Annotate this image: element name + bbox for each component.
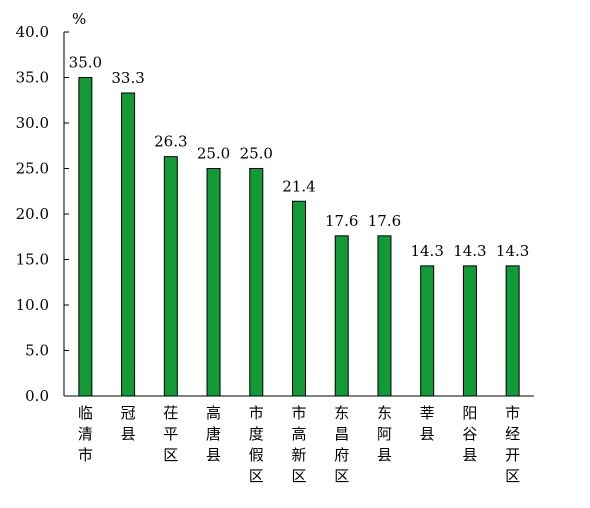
- y-tick-label: 20.0: [16, 205, 49, 223]
- category-label: 市高新区: [291, 404, 306, 485]
- y-axis-ticks: 0.0 5.0 10.0 15.0 20.0 25.0 30.0 35.0 40.0: [16, 23, 69, 405]
- bar: [377, 235, 392, 397]
- data-labels: 35.0 33.3 26.3 25.0 25.0 21.4 17.6 17.6 14.3 14.3…: [69, 54, 530, 260]
- bar: [420, 265, 435, 397]
- data-label: 17.6: [325, 212, 358, 230]
- data-label: 25.0: [240, 145, 273, 163]
- bar: [505, 265, 520, 397]
- category-label: 市度假区: [249, 404, 264, 485]
- bars: [78, 77, 520, 397]
- category-labels: 临清市 冠县 茌平区 高唐县 市度假区 市高新区 东昌府区 东阿县 莘县 阳谷县 市经开区: [78, 404, 520, 485]
- bar: [121, 92, 136, 397]
- bar: [206, 168, 221, 397]
- data-label: 33.3: [111, 69, 144, 87]
- bar: [249, 168, 264, 397]
- category-label: 临清市: [78, 404, 93, 464]
- data-label: 35.0: [69, 54, 102, 72]
- data-label: 14.3: [496, 242, 529, 260]
- bar: [163, 156, 178, 397]
- data-label: 26.3: [154, 133, 187, 151]
- category-label: 茌平区: [163, 404, 178, 464]
- y-tick-label: 0.0: [25, 387, 49, 405]
- y-tick-label: 15.0: [16, 251, 49, 269]
- y-tick-label: 30.0: [16, 114, 49, 132]
- category-label: 阳谷县: [462, 404, 477, 464]
- y-tick-label: 35.0: [16, 69, 49, 87]
- y-tick-label: 25.0: [16, 160, 49, 178]
- data-label: 21.4: [282, 177, 315, 195]
- y-axis-unit: %: [72, 10, 86, 28]
- category-label: 高唐县: [206, 404, 221, 464]
- data-label: 14.3: [410, 242, 443, 260]
- bar: [78, 77, 93, 397]
- bar: [334, 235, 349, 397]
- category-label: 市经开区: [505, 404, 520, 485]
- category-label: 东昌府区: [334, 404, 349, 485]
- bar: [462, 265, 477, 397]
- category-label: 莘县: [420, 404, 435, 443]
- data-label: 25.0: [197, 145, 230, 163]
- category-label: 东阿县: [377, 404, 392, 464]
- category-label: 冠县: [121, 404, 136, 443]
- data-label: 14.3: [453, 242, 486, 260]
- data-label: 17.6: [368, 212, 401, 230]
- bar: [292, 200, 306, 397]
- y-tick-label: 40.0: [16, 23, 49, 41]
- y-tick-label: 5.0: [25, 342, 49, 360]
- y-tick-label: 10.0: [16, 296, 49, 314]
